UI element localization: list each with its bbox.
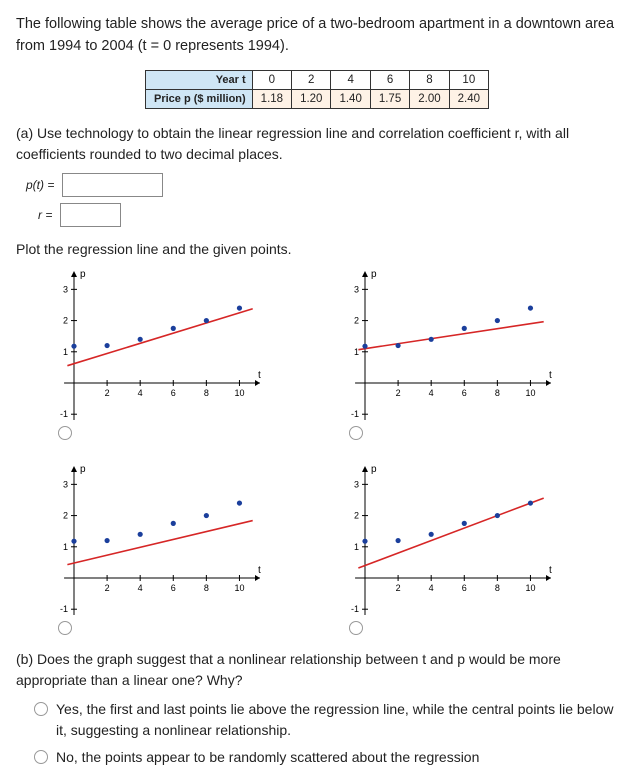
plot-option-1: -1 1 2 3 2 4 6 8 10 p t [46, 265, 266, 420]
svg-text:3: 3 [354, 284, 359, 294]
svg-text:8: 8 [204, 388, 209, 398]
r-label: r = [38, 208, 56, 222]
svg-text:2: 2 [105, 388, 110, 398]
cell: 2.00 [410, 89, 449, 108]
cell: 1.40 [331, 89, 370, 108]
svg-text:6: 6 [462, 388, 467, 398]
plot-radio-3[interactable] [58, 621, 72, 635]
svg-text:10: 10 [525, 388, 535, 398]
intro-text: The following table shows the average pr… [16, 14, 618, 58]
cell: 6 [370, 70, 409, 89]
plot-option-4: -1 1 2 3 2 4 6 8 10 p t [337, 460, 557, 615]
cell: 2.40 [449, 89, 488, 108]
svg-text:2: 2 [396, 583, 401, 593]
cell: 4 [331, 70, 370, 89]
svg-text:1: 1 [354, 541, 359, 551]
plot-option-3: -1 1 2 3 2 4 6 8 10 p t [46, 460, 266, 615]
svg-text:1: 1 [63, 346, 68, 356]
svg-text:3: 3 [354, 479, 359, 489]
svg-text:2: 2 [396, 388, 401, 398]
plot-radio-4[interactable] [349, 621, 363, 635]
cell: 8 [410, 70, 449, 89]
svg-text:10: 10 [525, 583, 535, 593]
price-table: Year t 0 2 4 6 8 10 Price p ($ million) … [145, 70, 489, 109]
cell: 2 [292, 70, 331, 89]
svg-text:3: 3 [63, 284, 68, 294]
pt-row: p(t) = [26, 173, 618, 197]
plot-option-2: -1 1 2 3 2 4 6 8 10 p t [337, 265, 557, 420]
part-b-text: (b) Does the graph suggest that a nonlin… [16, 649, 618, 691]
option-1-text: Yes, the first and last points lie above… [56, 699, 618, 741]
svg-text:4: 4 [429, 388, 434, 398]
svg-text:p: p [80, 269, 86, 280]
pt-label: p(t) = [26, 178, 58, 192]
svg-text:p: p [371, 464, 377, 475]
svg-text:p: p [80, 464, 86, 475]
svg-text:10: 10 [234, 583, 244, 593]
plot-radio-1[interactable] [58, 426, 72, 440]
svg-text:p: p [371, 269, 377, 280]
svg-text:-1: -1 [351, 409, 359, 419]
svg-text:4: 4 [138, 388, 143, 398]
svg-text:-1: -1 [60, 409, 68, 419]
svg-text:10: 10 [234, 388, 244, 398]
svg-text:6: 6 [462, 583, 467, 593]
svg-text:t: t [549, 370, 552, 381]
pt-input[interactable] [62, 173, 163, 197]
svg-text:t: t [258, 565, 261, 576]
plot-radio-2[interactable] [349, 426, 363, 440]
svg-text:2: 2 [354, 510, 359, 520]
option-1: Yes, the first and last points lie above… [34, 699, 618, 741]
svg-text:-1: -1 [60, 604, 68, 614]
svg-text:8: 8 [495, 388, 500, 398]
r-row: r = [38, 203, 618, 227]
cell: 1.18 [252, 89, 291, 108]
row1-label: Year t [145, 70, 252, 89]
svg-text:2: 2 [63, 510, 68, 520]
svg-text:4: 4 [138, 583, 143, 593]
svg-text:t: t [549, 565, 552, 576]
svg-text:-1: -1 [351, 604, 359, 614]
svg-text:1: 1 [63, 541, 68, 551]
cell: 0 [252, 70, 291, 89]
option-2-text: No, the points appear to be randomly sca… [56, 747, 479, 768]
svg-text:2: 2 [354, 315, 359, 325]
option-1-radio[interactable] [34, 702, 48, 716]
svg-text:6: 6 [171, 583, 176, 593]
option-2-radio[interactable] [34, 750, 48, 764]
svg-text:6: 6 [171, 388, 176, 398]
svg-text:1: 1 [354, 346, 359, 356]
option-2: No, the points appear to be randomly sca… [34, 747, 618, 768]
cell: 1.20 [292, 89, 331, 108]
r-input[interactable] [60, 203, 121, 227]
svg-text:8: 8 [204, 583, 209, 593]
svg-text:2: 2 [63, 315, 68, 325]
svg-text:4: 4 [429, 583, 434, 593]
cell: 1.75 [370, 89, 409, 108]
cell: 10 [449, 70, 488, 89]
plot-grid: -1 1 2 3 2 4 6 8 10 p t -1 1 2 3 2 4 6 8 10 p t -1 1 2 3 2 4 6 8 10 p… [46, 265, 588, 635]
part-a-text: (a) Use technology to obtain the linear … [16, 123, 618, 165]
row2-label: Price p ($ million) [145, 89, 252, 108]
plot-prompt: Plot the regression line and the given p… [16, 241, 618, 257]
svg-text:3: 3 [63, 479, 68, 489]
svg-text:2: 2 [105, 583, 110, 593]
svg-text:8: 8 [495, 583, 500, 593]
svg-text:t: t [258, 370, 261, 381]
